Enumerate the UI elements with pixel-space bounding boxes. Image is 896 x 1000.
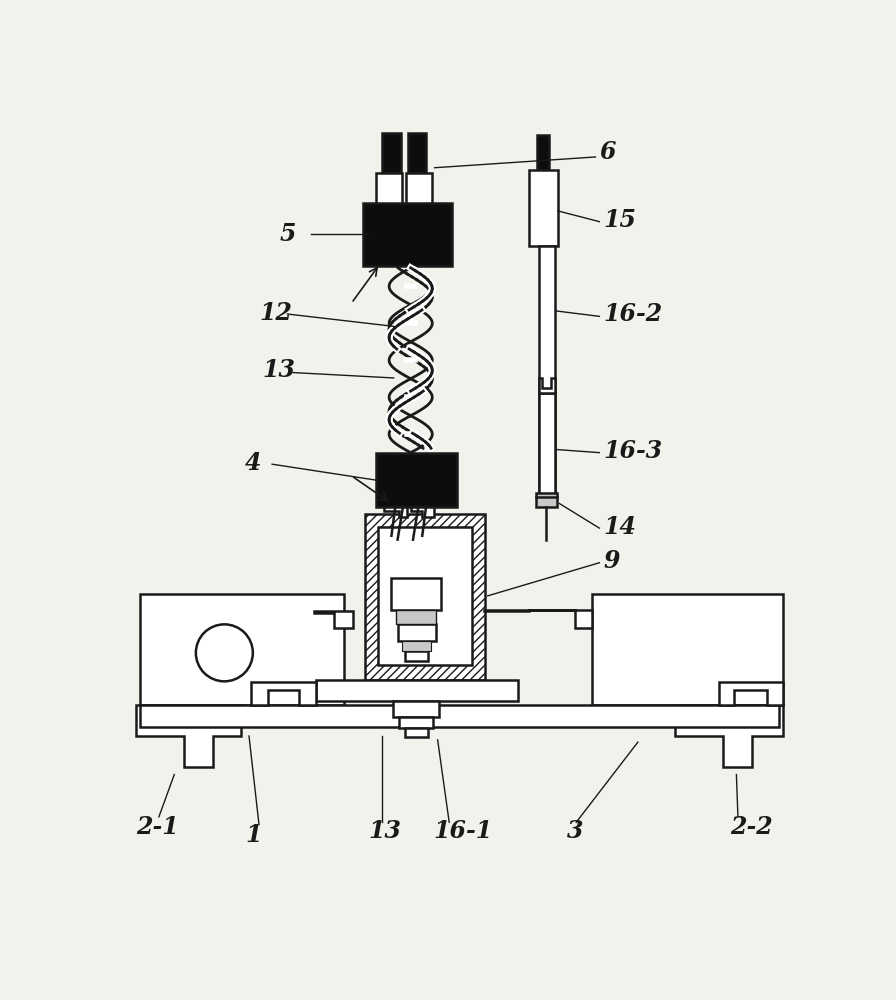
Polygon shape: [410, 507, 434, 517]
Polygon shape: [136, 705, 241, 767]
Bar: [399, 717, 433, 728]
Bar: [316, 680, 518, 701]
Text: 15: 15: [603, 208, 636, 232]
Bar: [398, 624, 436, 641]
Bar: [393, 701, 439, 717]
Text: 16-1: 16-1: [434, 819, 493, 843]
Bar: [406, 173, 432, 204]
Text: 14: 14: [603, 515, 636, 539]
Text: 16-2: 16-2: [603, 302, 662, 326]
Text: 3: 3: [567, 819, 583, 843]
Text: 16-3: 16-3: [603, 439, 662, 463]
Bar: [377, 527, 471, 665]
Polygon shape: [538, 378, 555, 393]
Text: 4: 4: [246, 451, 262, 475]
Bar: [591, 594, 782, 705]
Bar: [140, 705, 779, 727]
Bar: [376, 453, 457, 507]
Bar: [396, 610, 436, 624]
Polygon shape: [314, 611, 353, 628]
Bar: [405, 728, 428, 737]
Text: 1: 1: [246, 823, 262, 847]
Bar: [538, 246, 555, 492]
Polygon shape: [484, 610, 591, 628]
Text: 13: 13: [368, 819, 401, 843]
Bar: [383, 133, 401, 173]
Text: 2-1: 2-1: [136, 815, 178, 839]
Polygon shape: [719, 682, 782, 705]
Bar: [405, 651, 428, 661]
Bar: [140, 594, 344, 705]
Text: 2-2: 2-2: [730, 815, 773, 839]
Text: 5: 5: [280, 222, 297, 246]
Bar: [402, 641, 432, 651]
Circle shape: [196, 624, 253, 681]
Text: 12: 12: [259, 300, 292, 324]
Bar: [376, 173, 402, 204]
Polygon shape: [675, 705, 782, 767]
Bar: [363, 203, 452, 266]
Bar: [408, 133, 426, 173]
Bar: [538, 393, 555, 497]
Polygon shape: [383, 507, 407, 517]
Bar: [529, 170, 557, 246]
Text: 6: 6: [599, 140, 616, 164]
Text: 13: 13: [263, 358, 296, 382]
Bar: [536, 493, 557, 507]
Text: 9: 9: [603, 549, 620, 573]
Bar: [537, 135, 549, 170]
Polygon shape: [251, 682, 316, 705]
Bar: [392, 578, 442, 610]
Bar: [366, 514, 485, 680]
